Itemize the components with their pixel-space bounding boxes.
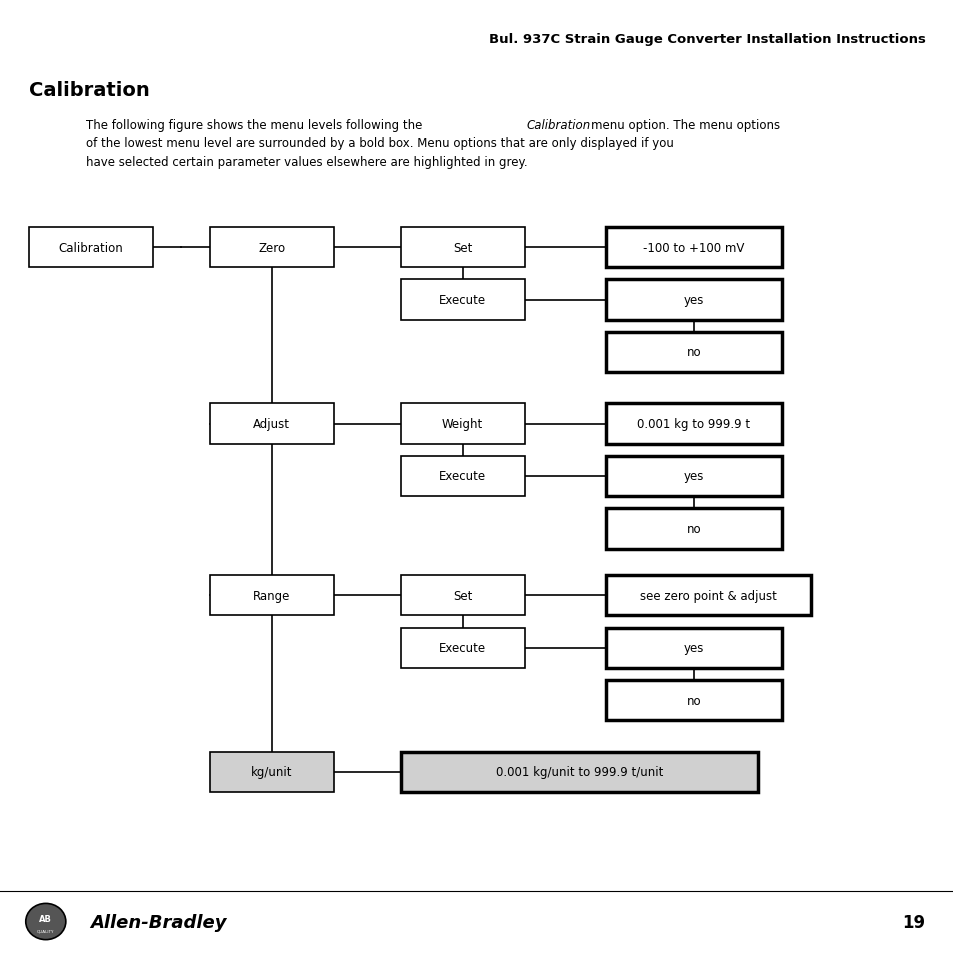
Text: yes: yes [683,294,703,307]
FancyBboxPatch shape [210,576,334,616]
FancyBboxPatch shape [210,752,334,792]
FancyBboxPatch shape [605,680,781,720]
FancyBboxPatch shape [400,576,524,616]
Text: Weight: Weight [441,417,483,431]
Ellipse shape [26,903,66,940]
Text: -100 to +100 mV: -100 to +100 mV [642,241,744,254]
FancyBboxPatch shape [29,228,152,268]
Text: Calibration: Calibration [58,241,123,254]
Text: no: no [686,694,700,707]
FancyBboxPatch shape [400,280,524,320]
Text: 19: 19 [902,913,924,930]
Text: Calibration: Calibration [29,81,150,100]
FancyBboxPatch shape [605,228,781,268]
FancyBboxPatch shape [605,628,781,668]
FancyBboxPatch shape [210,228,334,268]
Text: Calibration: Calibration [526,119,590,132]
Text: Adjust: Adjust [253,417,290,431]
Text: no: no [686,522,700,536]
Text: Allen-Bradley: Allen-Bradley [91,913,227,930]
Text: Zero: Zero [258,241,285,254]
Text: QUALITY: QUALITY [37,928,54,932]
Text: Range: Range [253,589,291,602]
Text: menu option. The menu options: menu option. The menu options [590,119,779,132]
FancyBboxPatch shape [210,404,334,444]
FancyBboxPatch shape [400,404,524,444]
FancyBboxPatch shape [400,456,524,497]
FancyBboxPatch shape [400,228,524,268]
Text: no: no [686,346,700,359]
Text: kg/unit: kg/unit [251,765,293,779]
FancyBboxPatch shape [605,456,781,497]
Text: Execute: Execute [438,641,486,655]
Text: of the lowest menu level are surrounded by a bold box. Menu options that are onl: of the lowest menu level are surrounded … [86,137,673,151]
Text: Set: Set [453,241,472,254]
Text: have selected certain parameter values elsewhere are highlighted in grey.: have selected certain parameter values e… [86,155,527,169]
Text: Execute: Execute [438,470,486,483]
FancyBboxPatch shape [605,280,781,320]
Text: see zero point & adjust: see zero point & adjust [639,589,776,602]
FancyBboxPatch shape [605,576,810,616]
FancyBboxPatch shape [605,404,781,444]
Text: AB: AB [39,914,52,923]
Text: yes: yes [683,641,703,655]
Text: Bul. 937C Strain Gauge Converter Installation Instructions: Bul. 937C Strain Gauge Converter Install… [488,33,924,47]
Text: Execute: Execute [438,294,486,307]
Text: 0.001 kg/unit to 999.9 t/unit: 0.001 kg/unit to 999.9 t/unit [496,765,662,779]
FancyBboxPatch shape [400,752,758,792]
FancyBboxPatch shape [605,333,781,373]
FancyBboxPatch shape [400,628,524,668]
Text: 0.001 kg to 999.9 t: 0.001 kg to 999.9 t [637,417,750,431]
Text: Set: Set [453,589,472,602]
Text: yes: yes [683,470,703,483]
Text: The following figure shows the menu levels following the: The following figure shows the menu leve… [86,119,426,132]
FancyBboxPatch shape [605,509,781,549]
